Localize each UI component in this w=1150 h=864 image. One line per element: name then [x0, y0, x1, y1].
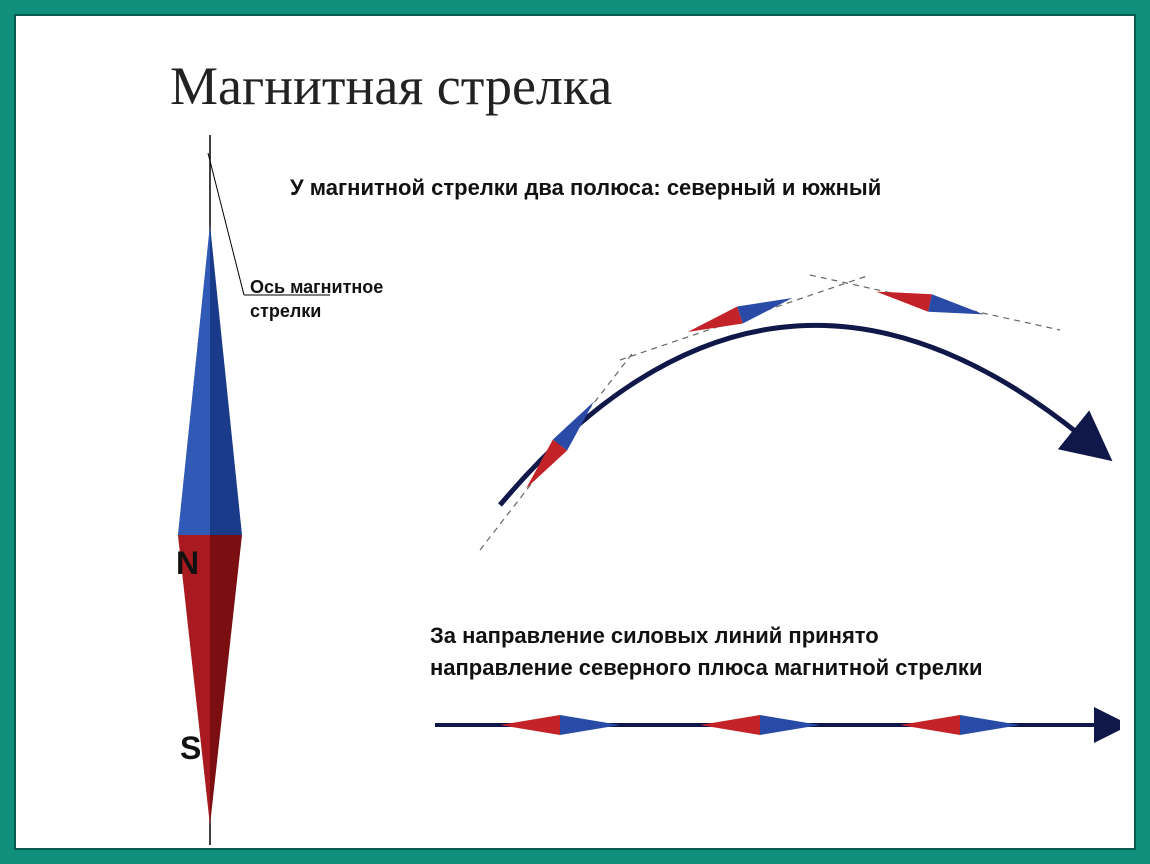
slide-title: Магнитная стрелка	[170, 55, 612, 117]
arc-needle-1	[519, 396, 601, 494]
body-text: За направление силовых линий принято нап…	[430, 620, 982, 684]
north-pole-shape	[178, 225, 242, 535]
field-straight-diagram	[430, 700, 1120, 750]
straight-needle-3	[900, 715, 1020, 735]
north-pole-label: N	[176, 545, 199, 582]
vertical-needle	[120, 135, 300, 845]
straight-needle-1	[500, 715, 620, 735]
field-arc-diagram	[450, 255, 1130, 565]
south-pole-label: S	[180, 730, 201, 767]
body-text-line2: направление северного плюса магнитной ст…	[430, 655, 982, 680]
body-text-line1: За направление силовых линий принято	[430, 623, 879, 648]
arc-needle-3	[874, 283, 985, 323]
arc-curve	[500, 325, 1080, 505]
straight-needle-2	[700, 715, 820, 735]
